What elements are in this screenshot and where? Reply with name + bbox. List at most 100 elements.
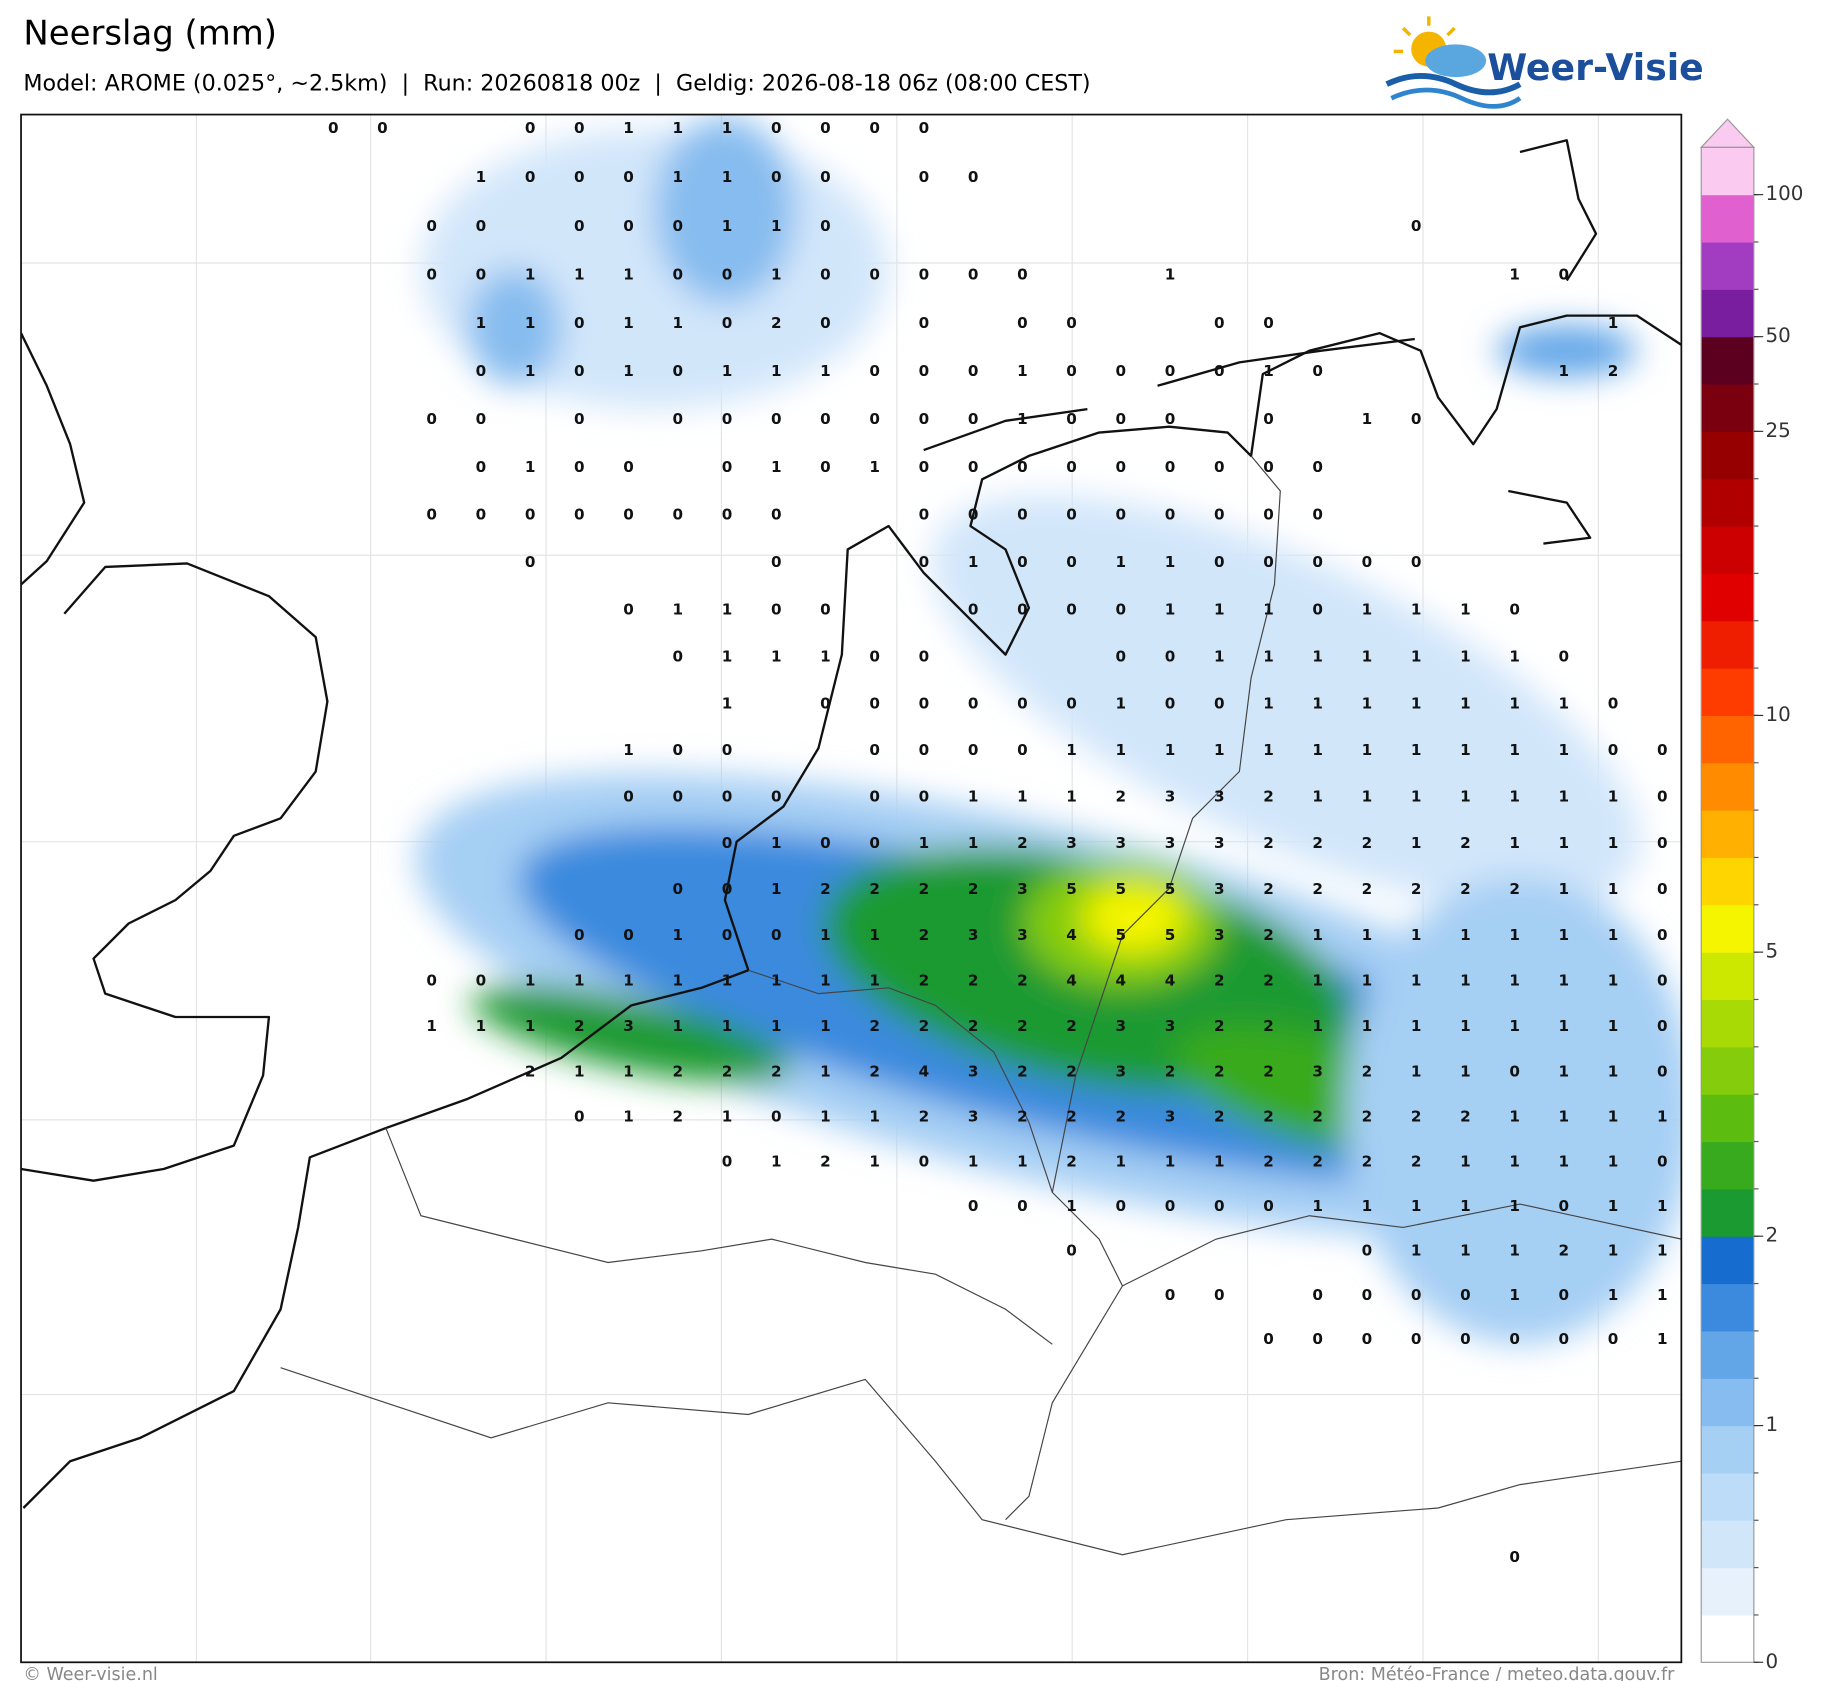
colorbar-tick-label: 2 bbox=[1766, 1224, 1779, 1247]
grid-value: 1 bbox=[1559, 741, 1570, 759]
grid-value: 0 bbox=[919, 1152, 930, 1170]
grid-value: 1 bbox=[623, 119, 634, 137]
grid-value: 0 bbox=[771, 119, 782, 137]
grid-value: 0 bbox=[771, 553, 782, 571]
grid-value: 1 bbox=[1608, 314, 1619, 332]
grid-value: 1 bbox=[1608, 1242, 1619, 1260]
grid-value: 0 bbox=[869, 741, 880, 759]
grid-value: 1 bbox=[1411, 600, 1422, 618]
grid-value: 0 bbox=[1116, 506, 1127, 524]
grid-value: 0 bbox=[1657, 741, 1668, 759]
grid-value: 1 bbox=[1657, 1197, 1668, 1215]
grid-value: 0 bbox=[1214, 1197, 1225, 1215]
grid-value: 0 bbox=[1608, 694, 1619, 712]
grid-value: 1 bbox=[525, 971, 536, 989]
grid-value: 2 bbox=[771, 314, 782, 332]
grid-value: 2 bbox=[1559, 1242, 1570, 1260]
grid-value: 2 bbox=[869, 1017, 880, 1035]
grid-value: 1 bbox=[869, 926, 880, 944]
grid-value: 1 bbox=[1460, 1017, 1471, 1035]
grid-value: 4 bbox=[1165, 971, 1176, 989]
grid-value: 2 bbox=[1214, 1062, 1225, 1080]
grid-value: 1 bbox=[1559, 880, 1570, 898]
grid-value: 5 bbox=[1116, 880, 1127, 898]
grid-value: 0 bbox=[1559, 1330, 1570, 1348]
grid-value: 1 bbox=[968, 553, 979, 571]
grid-value: 0 bbox=[1362, 1242, 1373, 1260]
grid-value: 1 bbox=[820, 1062, 831, 1080]
grid-value: 0 bbox=[1657, 834, 1668, 852]
grid-value: 1 bbox=[771, 647, 782, 665]
colorbar-band bbox=[1701, 999, 1754, 1048]
subtitle: Model: AROME (0.025°, ~2.5km) | Run: 202… bbox=[23, 71, 1090, 97]
grid-value: 1 bbox=[1116, 694, 1127, 712]
grid-value: 0 bbox=[820, 217, 831, 235]
grid-value: 2 bbox=[1017, 1107, 1028, 1125]
grid-value: 2 bbox=[919, 971, 930, 989]
grid-value: 0 bbox=[771, 506, 782, 524]
grid-value: 0 bbox=[476, 410, 487, 428]
grid-value: 0 bbox=[1312, 600, 1323, 618]
colorbar-tick-label: 100 bbox=[1766, 182, 1804, 205]
grid-value: 1 bbox=[1509, 1286, 1520, 1304]
grid-value: 0 bbox=[1066, 694, 1077, 712]
grid-value: 0 bbox=[673, 880, 684, 898]
grid-value: 0 bbox=[869, 362, 880, 380]
grid-value: 0 bbox=[919, 362, 930, 380]
grid-value: 1 bbox=[1509, 926, 1520, 944]
grid-value: 2 bbox=[1263, 1017, 1274, 1035]
grid-value: 0 bbox=[1066, 410, 1077, 428]
grid-value: 0 bbox=[1017, 741, 1028, 759]
grid-value: 1 bbox=[1411, 971, 1422, 989]
colorbar-tick-label: 5 bbox=[1766, 940, 1779, 963]
borders bbox=[280, 455, 1682, 1556]
grid-value: 0 bbox=[919, 266, 930, 284]
grid-value: 2 bbox=[1066, 1107, 1077, 1125]
grid-value: 2 bbox=[1362, 880, 1373, 898]
grid-value: 1 bbox=[820, 647, 831, 665]
colorbar-band bbox=[1701, 1188, 1754, 1237]
grid-value: 0 bbox=[623, 787, 634, 805]
grid-value: 1 bbox=[1460, 787, 1471, 805]
grid-value: 0 bbox=[722, 266, 733, 284]
grid-value: 0 bbox=[1165, 458, 1176, 476]
grid-value: 2 bbox=[673, 1062, 684, 1080]
grid-value: 1 bbox=[1460, 1062, 1471, 1080]
grid-value: 1 bbox=[1411, 834, 1422, 852]
grid-value: 0 bbox=[1017, 1197, 1028, 1215]
grid-value: 5 bbox=[1165, 926, 1176, 944]
value-labels: 0 0 0 0 1 1 1 0 0 0 0 1 0 0 0 1 1 0 0 0 0 0 0 0 0 0 1 1 0 0 0 0 1 1 1 0 0 1 0 0… bbox=[328, 119, 1668, 1566]
grid-value: 1 bbox=[1116, 1152, 1127, 1170]
colorbar-band bbox=[1701, 904, 1754, 953]
grid-value: 1 bbox=[1559, 1107, 1570, 1125]
grid-value: 1 bbox=[1509, 971, 1520, 989]
grid-value: 1 bbox=[1312, 1017, 1323, 1035]
grid-value: 0 bbox=[820, 600, 831, 618]
colorbar-band bbox=[1701, 762, 1754, 811]
grid-value: 0 bbox=[820, 458, 831, 476]
colorbar-band bbox=[1701, 668, 1754, 717]
grid-value: 1 bbox=[1263, 362, 1274, 380]
grid-value: 0 bbox=[426, 971, 437, 989]
grid-value: 2 bbox=[1509, 880, 1520, 898]
grid-value: 0 bbox=[1263, 1330, 1274, 1348]
grid-value: 1 bbox=[623, 362, 634, 380]
grid-value: 0 bbox=[1165, 506, 1176, 524]
grid-value: 0 bbox=[1312, 506, 1323, 524]
grid-value: 1 bbox=[722, 119, 733, 137]
colorbar-band bbox=[1701, 241, 1754, 290]
grid-value: 3 bbox=[1214, 926, 1225, 944]
grid-value: 2 bbox=[1066, 1062, 1077, 1080]
grid-value: 1 bbox=[1017, 1152, 1028, 1170]
grid-value: 0 bbox=[476, 217, 487, 235]
grid-value: 1 bbox=[820, 362, 831, 380]
grid-value: 0 bbox=[1017, 458, 1028, 476]
grid-value: 1 bbox=[722, 362, 733, 380]
grid-value: 0 bbox=[1165, 647, 1176, 665]
grid-value: 2 bbox=[1608, 362, 1619, 380]
grid-value: 2 bbox=[1066, 1017, 1077, 1035]
grid-value: 2 bbox=[1066, 1152, 1077, 1170]
grid-value: 0 bbox=[1263, 553, 1274, 571]
grid-value: 0 bbox=[1263, 410, 1274, 428]
grid-value: 2 bbox=[525, 1062, 536, 1080]
